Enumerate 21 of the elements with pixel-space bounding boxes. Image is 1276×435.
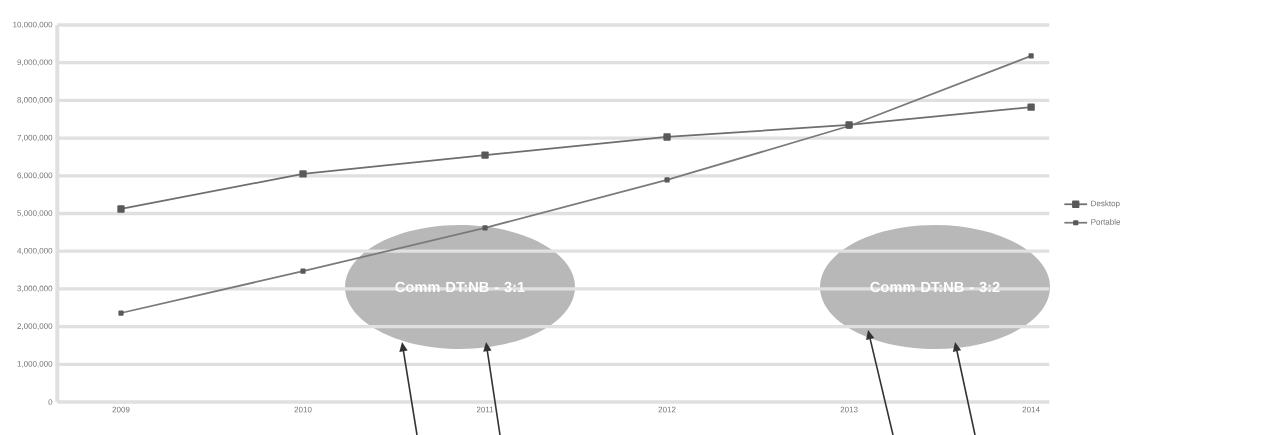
- y-tick-label: 2,000,000: [17, 323, 53, 330]
- legend-label: Desktop: [1091, 200, 1120, 208]
- x-tick-label: 2011: [476, 406, 494, 413]
- y-tick-label: 3,000,000: [17, 285, 53, 293]
- x-tick-label: 2013: [840, 406, 858, 413]
- y-tick-label: 1,000,000: [17, 361, 53, 368]
- y-tick-label: 4,000,000: [17, 247, 53, 255]
- y-tick-label: 9,000,000: [17, 59, 53, 66]
- y-tick-label: 6,000,000: [17, 172, 53, 180]
- y-tick-label: 8,000,000: [17, 97, 53, 104]
- y-tick-label: 7,000,000: [17, 134, 53, 142]
- y-tick-label: 0: [48, 399, 53, 405]
- legend-label: Portable: [1091, 218, 1121, 225]
- x-tick-label: 2010: [294, 406, 312, 413]
- annotation: Comm DT:NB - 3:1: [395, 281, 525, 293]
- x-tick-label: 2009: [112, 406, 130, 413]
- x-tick-label: 2014: [1022, 406, 1040, 413]
- x-tick-label: 2012: [658, 406, 676, 413]
- y-tick-label: 5,000,000: [17, 210, 53, 217]
- y-tick-label: 10,000,000: [13, 21, 53, 29]
- annotation: Comm DT:NB - 3:2: [870, 281, 1000, 293]
